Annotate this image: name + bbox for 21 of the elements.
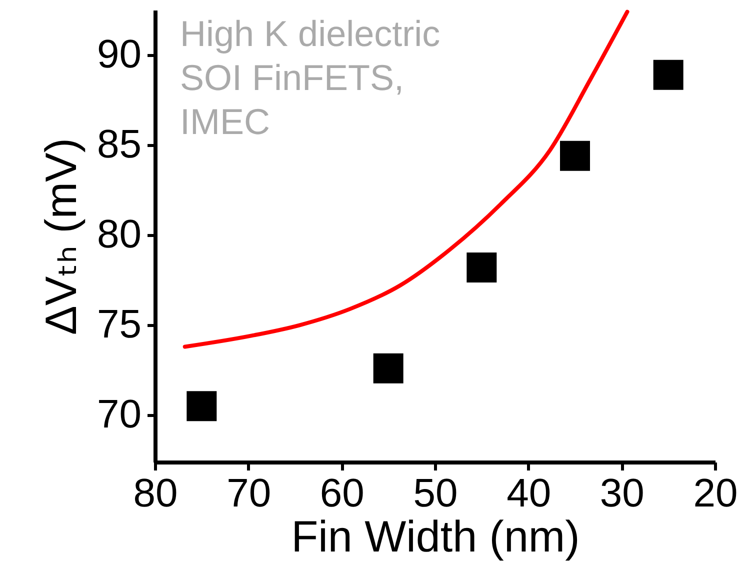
line-series [182, 10, 630, 349]
y-tick-label: 90 [97, 32, 142, 77]
annotation: High K dielectric SOI FinFETS, IMEC [180, 13, 440, 142]
y-tick-label: 70 [97, 392, 142, 437]
point [653, 60, 684, 90]
x-tick-label: 80 [133, 472, 178, 516]
x-tick-label: 60 [320, 472, 364, 516]
y-tick-label: 75 [97, 302, 142, 347]
y-tick-label: 85 [97, 122, 142, 167]
point [466, 252, 497, 283]
point [186, 391, 217, 422]
point [560, 140, 590, 171]
y-tick-label: 80 [97, 212, 142, 257]
x-axis-title: Fin Width (nm) [291, 512, 580, 562]
x-tick-label: 70 [226, 472, 272, 516]
point [373, 353, 404, 384]
x-tick-label: 40 [506, 472, 552, 516]
x-tick-label: 50 [413, 472, 458, 516]
y-axis-title: ΔVₜₕ (mV) [37, 138, 86, 336]
x-tick-label: 30 [600, 472, 644, 516]
x-tick-label: 20 [693, 472, 738, 516]
